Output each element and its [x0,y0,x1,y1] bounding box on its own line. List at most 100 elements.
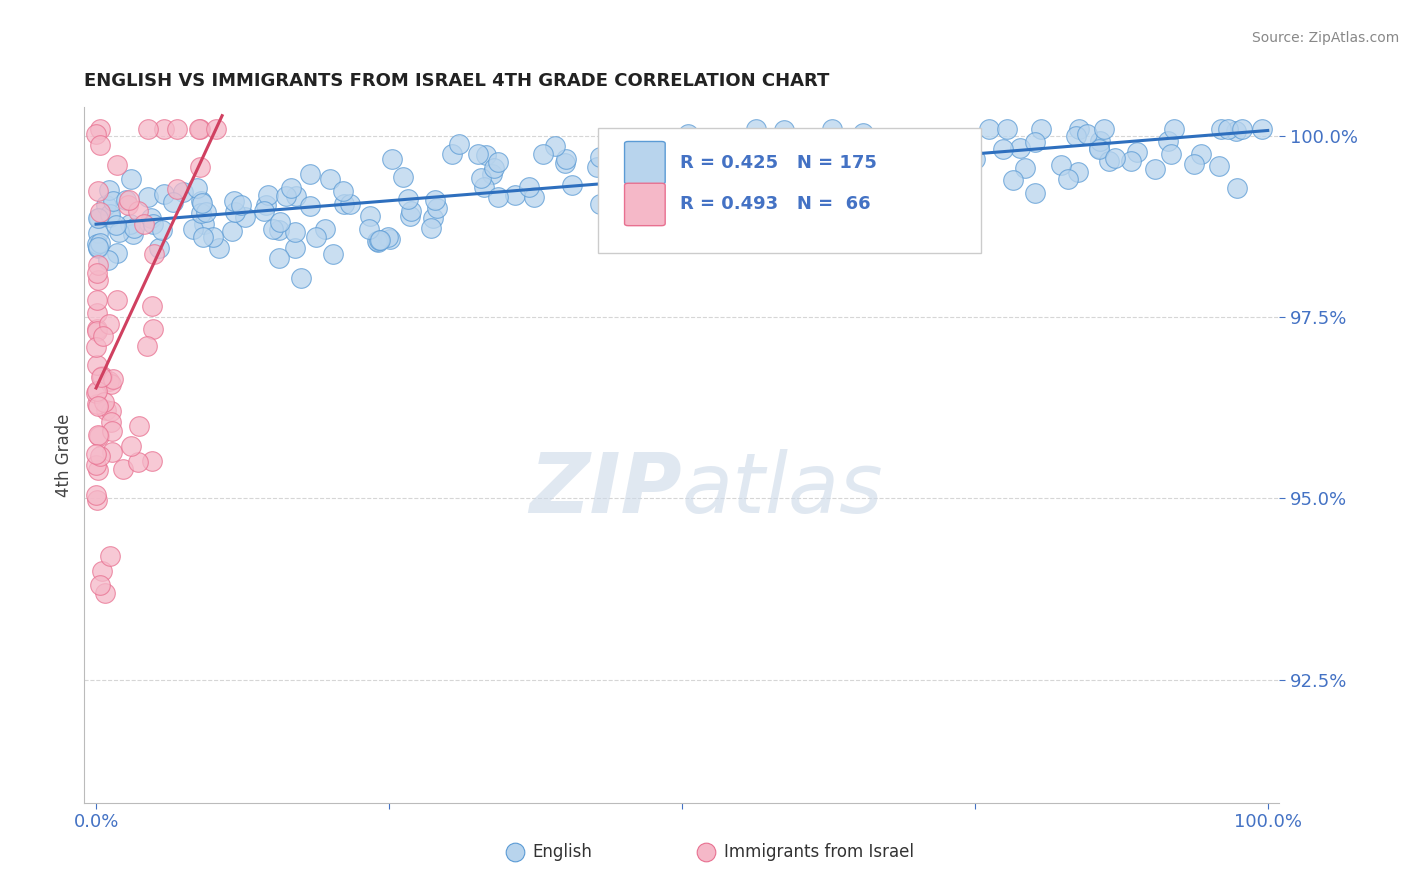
Point [86,493,108,508]
Point [120,172,142,186]
Point [299,167,322,181]
Point [929,160,952,174]
Point [357,221,380,235]
Point [392,169,415,184]
Point [794,167,817,181]
Point [148,241,170,255]
Point [139,211,162,226]
Point [290,270,312,285]
Point [108,225,131,239]
Point [100,404,122,418]
Point [96,403,118,417]
Point [153,121,176,136]
Point [166,121,188,136]
Point [1104,151,1126,165]
Point [233,210,256,224]
Point [89,121,111,136]
Point [299,199,322,213]
Point [752,136,775,151]
Point [792,151,814,165]
Point [274,189,297,203]
Point [304,230,326,244]
Point [253,204,276,219]
Point [681,141,703,155]
Point [100,415,122,429]
Point [122,227,145,241]
Point [623,145,645,160]
Point [224,204,246,219]
Point [267,251,290,265]
Point [231,198,253,212]
Point [87,273,110,287]
Point [880,155,903,169]
Point [141,454,163,468]
Point [381,152,404,166]
Text: Immigrants from Israel: Immigrants from Israel [724,843,914,861]
Point [834,136,856,151]
Point [531,146,554,161]
Point [585,160,607,174]
Text: R = 0.425   N = 175: R = 0.425 N = 175 [679,153,876,171]
Point [1076,127,1098,141]
Point [86,397,108,411]
Point [98,375,121,389]
Point [166,182,188,196]
Point [1064,129,1087,144]
FancyBboxPatch shape [624,142,665,184]
Point [399,209,422,223]
Point [187,121,209,136]
Point [254,198,277,212]
Point [470,171,492,186]
Point [827,154,849,169]
Point [1226,181,1249,195]
Point [257,187,280,202]
Point [825,138,848,153]
Point [105,293,128,308]
Point [332,197,354,211]
Point [378,232,401,246]
Point [883,171,905,186]
Point [481,167,503,181]
Point [1143,161,1166,176]
Point [865,156,887,170]
Point [89,429,111,443]
Point [1182,157,1205,171]
Point [447,136,470,151]
Point [366,235,388,249]
Point [426,202,449,216]
Point [87,226,110,240]
Point [84,340,107,354]
Point [555,153,578,167]
Point [367,235,389,250]
Text: Source: ZipAtlas.com: Source: ZipAtlas.com [1251,31,1399,45]
Point [280,181,302,195]
Point [561,178,583,193]
Point [96,198,118,212]
Point [785,159,807,173]
Point [90,370,112,384]
Point [319,171,342,186]
Point [86,240,108,254]
Point [202,230,225,244]
Point [190,194,212,208]
Point [811,144,834,158]
Text: atlas: atlas [682,450,883,530]
Point [94,585,117,599]
Point [93,395,115,409]
Point [101,372,124,386]
Point [98,183,121,197]
Point [98,211,121,225]
Point [87,463,110,477]
Point [188,160,211,174]
Point [98,207,121,221]
Point [193,217,215,231]
Point [172,185,194,199]
Point [486,155,509,169]
Point [543,138,565,153]
Point [1119,154,1142,169]
Point [84,127,107,141]
Point [87,241,110,255]
Point [1002,173,1025,187]
Point [205,121,228,136]
Point [368,233,391,247]
